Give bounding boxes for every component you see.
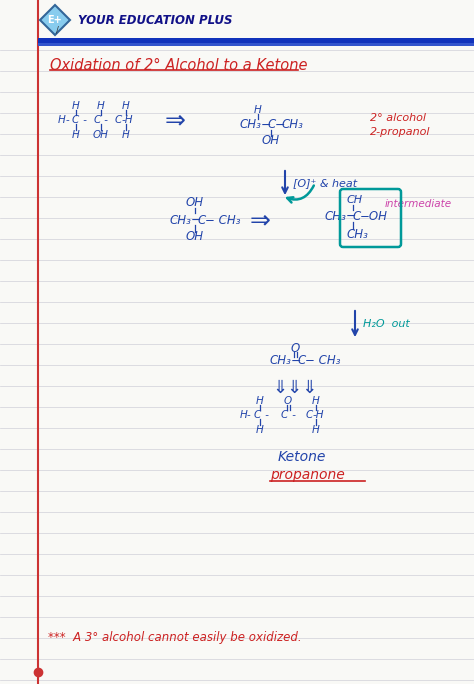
Text: intermediate: intermediate [385,199,452,209]
Text: H: H [312,396,320,406]
Text: − CH₃: − CH₃ [305,354,340,367]
Text: -: - [289,410,299,420]
Text: CH: CH [347,195,363,205]
Text: H: H [58,115,66,125]
Text: -: - [247,410,251,420]
Text: − CH₃: − CH₃ [205,213,240,226]
Text: H: H [97,101,105,111]
Text: C: C [198,213,206,226]
Text: O: O [291,341,300,354]
Text: CH₃: CH₃ [347,228,369,241]
Text: OH: OH [186,196,204,209]
Text: -: - [80,115,90,125]
Text: YOUR EDUCATION PLUS: YOUR EDUCATION PLUS [78,14,233,27]
Text: C: C [268,118,276,131]
Text: −: − [275,118,285,131]
Text: /: / [55,25,58,34]
Text: H: H [256,425,264,435]
Text: -: - [262,410,272,420]
Text: 2° alcohol: 2° alcohol [370,113,426,123]
Text: −: − [191,213,201,226]
Text: CH₃: CH₃ [270,354,292,367]
Text: C: C [298,354,306,367]
Text: Ketone: Ketone [278,450,327,464]
Text: OH: OH [186,231,204,244]
Text: Oxidation of 2° Alcohol to a Ketone: Oxidation of 2° Alcohol to a Ketone [50,57,308,73]
Text: H: H [122,101,130,111]
Text: C: C [254,410,261,420]
Text: H₂O  out: H₂O out [363,319,410,329]
Polygon shape [40,5,70,35]
Text: [O]⁺ & heat: [O]⁺ & heat [293,178,357,188]
Text: −: − [291,354,301,367]
Text: ⇓⇓⇓: ⇓⇓⇓ [272,379,318,397]
Text: OH: OH [262,135,280,148]
Text: 2-propanol: 2-propanol [370,127,430,137]
Text: H: H [254,105,262,115]
Text: E+: E+ [47,15,63,25]
Text: -: - [101,115,111,125]
Bar [38,43,474,46]
Text: ⇒: ⇒ [164,108,185,132]
Text: -: - [66,115,70,125]
Text: -H: -H [122,115,134,125]
Text: C: C [306,410,313,420]
Text: OH: OH [93,130,109,140]
Text: ***  A 3° alcohol cannot easily be oxidized.: *** A 3° alcohol cannot easily be oxidiz… [48,631,301,644]
Text: H: H [72,130,80,140]
Text: H: H [312,425,320,435]
Text: O: O [284,396,292,406]
Text: CH₃: CH₃ [240,118,262,131]
Text: C: C [115,115,122,125]
Text: C: C [281,410,288,420]
Text: propanone: propanone [270,468,345,482]
Text: C: C [353,209,361,222]
Text: −: − [261,118,272,131]
Text: −: − [346,209,356,222]
Text: H: H [256,396,264,406]
Text: CH₃: CH₃ [325,209,347,222]
Bar [38,38,474,43]
Text: -H: -H [313,410,325,420]
Text: CH₃: CH₃ [170,213,192,226]
Text: C: C [72,115,79,125]
Text: H: H [72,101,80,111]
Text: CH₃: CH₃ [282,118,304,131]
Text: ⇒: ⇒ [249,208,271,232]
Text: H: H [122,130,130,140]
Text: −OH: −OH [360,209,388,222]
Text: H: H [240,410,248,420]
Text: C: C [94,115,101,125]
